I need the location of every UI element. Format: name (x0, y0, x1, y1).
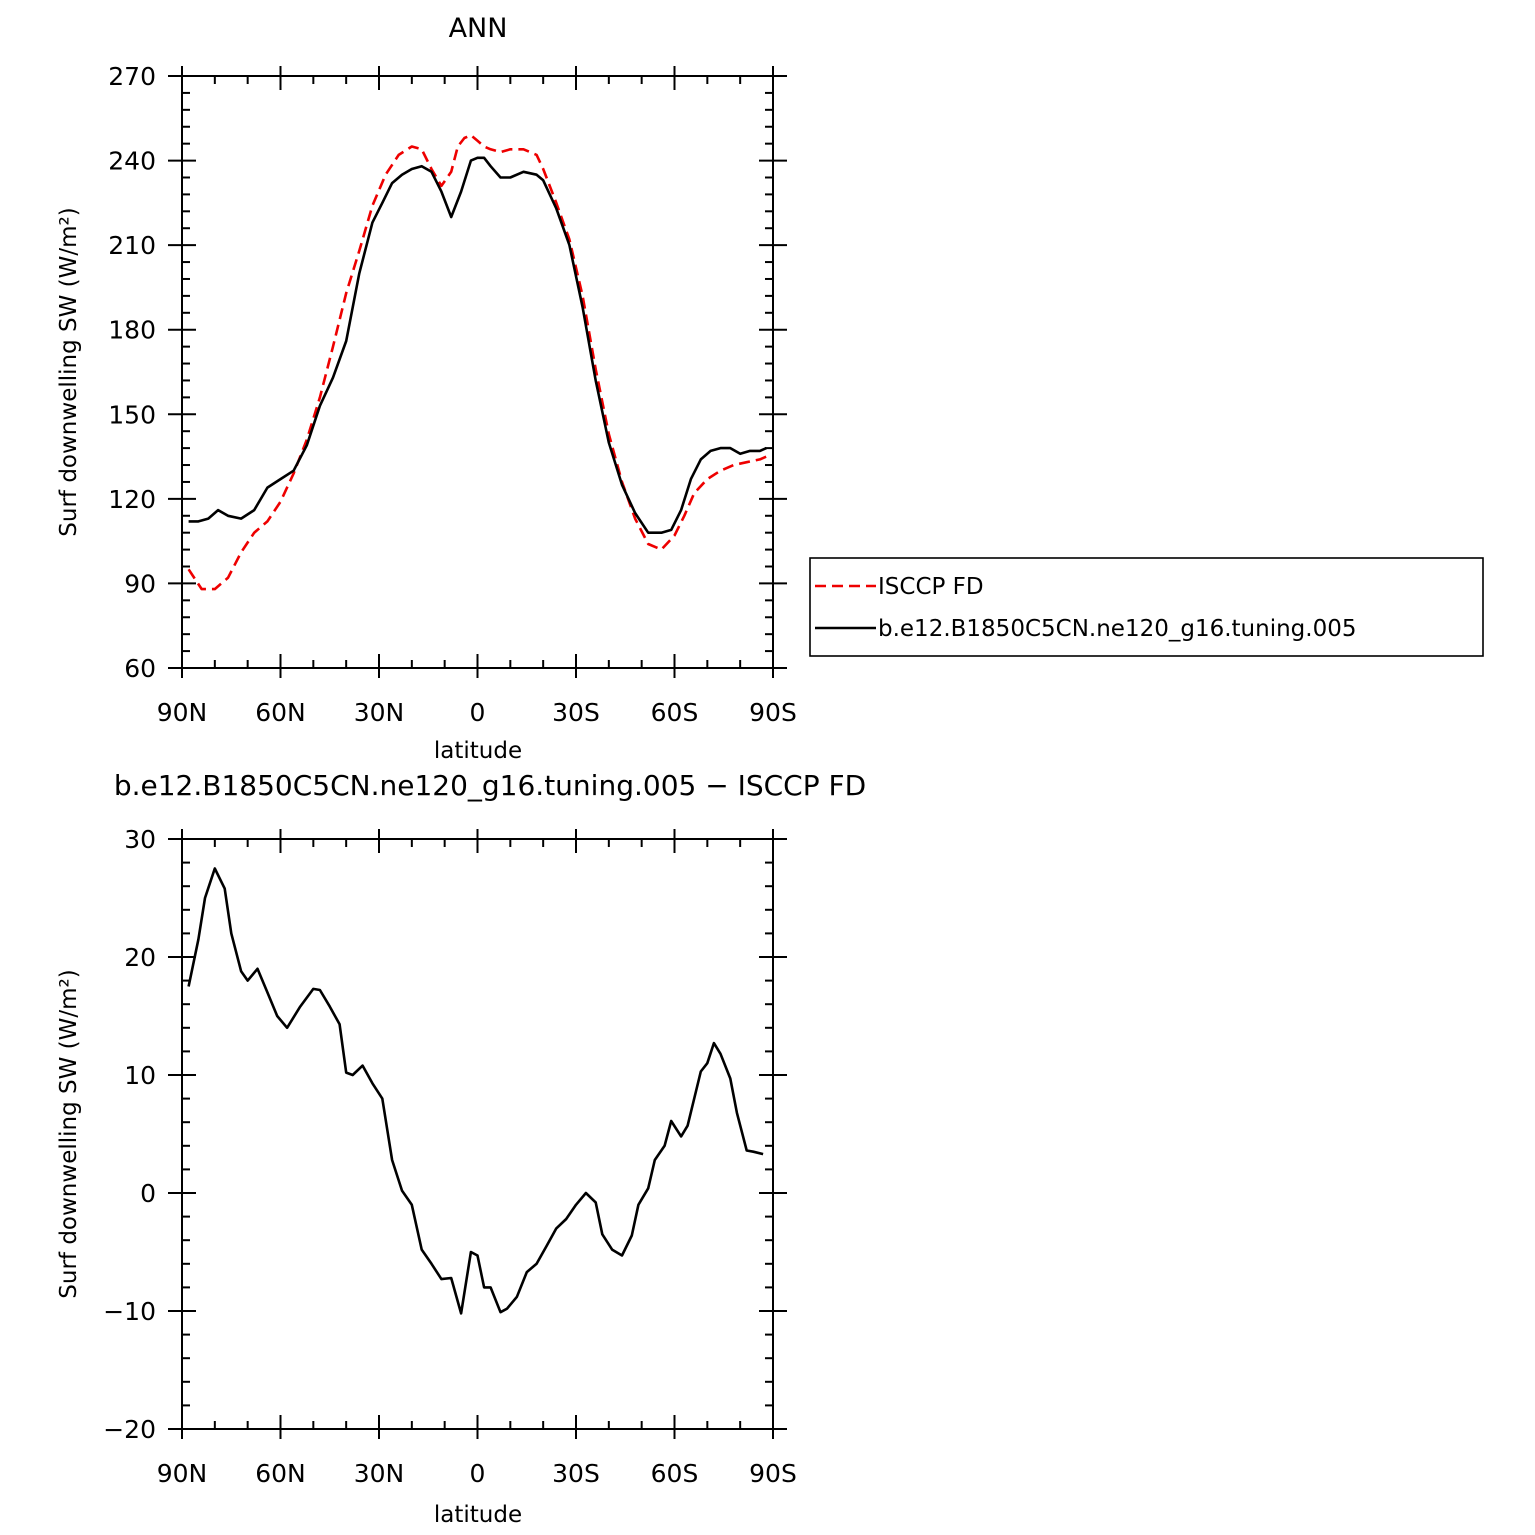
x-tick-label: 30N (354, 1459, 405, 1488)
legend: ISCCP FD b.e12.B1850C5CN.ne120_g16.tunin… (809, 557, 1484, 657)
y-tick-label: 90 (124, 569, 156, 598)
legend-box (809, 557, 1484, 657)
y-tick-label: 210 (108, 231, 156, 260)
bottom-title: b.e12.B1850C5CN.ne120_g16.tuning.005 − I… (114, 769, 866, 802)
y-tick-label: −20 (103, 1415, 156, 1444)
x-tick-label: 30N (354, 698, 405, 727)
y-tick-label: 10 (124, 1061, 156, 1090)
legend-label-isccp: ISCCP FD (878, 574, 984, 600)
y-tick-label: 120 (108, 485, 156, 514)
bottom-series (187, 867, 764, 1315)
bottom-x-axis-label: latitude (434, 1502, 522, 1528)
x-tick-label: 30S (552, 1459, 600, 1488)
x-tick-label: 90N (157, 698, 208, 727)
x-tick-label: 60N (255, 698, 306, 727)
top-plot-frame (181, 75, 774, 669)
top-ticks: 60 90 120 150 180 210 240 270 90N 60N 30N 0 30S 60S 90… (108, 62, 797, 727)
bottom-ticks: −20 −10 0 10 20 30 90N 60N 30N 0 30S 60S 90S (103, 825, 797, 1488)
top-y-axis-label: Surf downwelling SW (W/m²) (56, 207, 82, 536)
bottom-y-axis-label: Surf downwelling SW (W/m²) (56, 969, 82, 1298)
x-tick-label: 60S (651, 1459, 699, 1488)
bottom-series-line-0 (187, 867, 764, 1315)
bottom-panel: b.e12.B1850C5CN.ne120_g16.tuning.005 − I… (56, 769, 866, 1528)
y-tick-label: 150 (108, 400, 156, 429)
top-series (187, 133, 767, 591)
y-tick-label: 180 (108, 316, 156, 345)
top-series-line-0 (187, 133, 767, 591)
x-tick-label: 90S (749, 1459, 797, 1488)
y-tick-label: −10 (103, 1297, 156, 1326)
bottom-plot-frame (181, 838, 774, 1430)
top-title: ANN (449, 13, 508, 44)
top-x-axis-label: latitude (434, 738, 522, 764)
y-tick-label: 60 (124, 654, 156, 683)
x-tick-label: 60N (255, 1459, 306, 1488)
y-tick-label: 270 (108, 62, 156, 91)
y-tick-label: 0 (140, 1179, 156, 1208)
y-tick-label: 240 (108, 147, 156, 176)
y-tick-label: 20 (124, 943, 156, 972)
x-tick-label: 60S (651, 698, 699, 727)
x-tick-label: 90N (157, 1459, 208, 1488)
x-tick-label: 0 (470, 1459, 486, 1488)
top-series-line-1 (188, 156, 767, 535)
x-tick-label: 0 (470, 698, 486, 727)
x-tick-label: 90S (749, 698, 797, 727)
x-tick-label: 30S (552, 698, 600, 727)
legend-label-model: b.e12.B1850C5CN.ne120_g16.tuning.005 (878, 616, 1356, 642)
y-tick-label: 30 (124, 825, 156, 854)
